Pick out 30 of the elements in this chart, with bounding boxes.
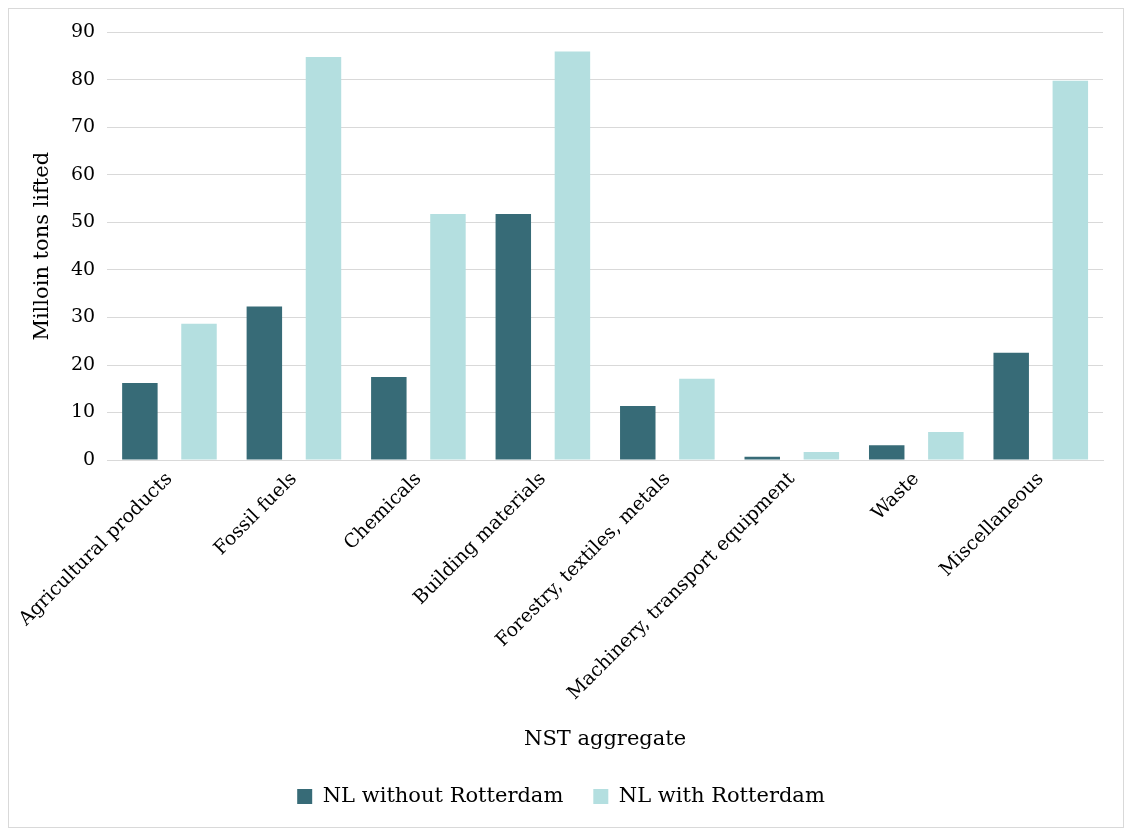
bar xyxy=(1052,80,1089,460)
legend-label: NL with Rotterdam xyxy=(618,782,825,807)
bar xyxy=(803,451,840,460)
bar xyxy=(993,352,1029,460)
y-tick-label: 50 xyxy=(71,209,96,232)
y-tick-label: 40 xyxy=(71,256,96,279)
bar xyxy=(371,376,407,460)
y-tick-label: 90 xyxy=(71,19,96,42)
bar xyxy=(928,432,964,460)
y-tick-label: 0 xyxy=(83,447,96,469)
bar xyxy=(430,213,466,460)
bar xyxy=(181,323,217,460)
bar xyxy=(868,445,905,460)
y-tick-label: 10 xyxy=(71,399,96,422)
y-tick-label: 70 xyxy=(71,114,96,137)
y-tick-label: 60 xyxy=(71,161,96,184)
bar xyxy=(246,306,283,460)
y-tick-label: 30 xyxy=(71,304,96,327)
bar xyxy=(495,213,532,460)
x-axis-title: NST aggregate xyxy=(524,725,687,750)
y-tick-label: 80 xyxy=(71,66,96,89)
bar xyxy=(679,378,715,460)
bar xyxy=(122,383,158,460)
bar xyxy=(305,57,342,460)
bar xyxy=(744,456,780,460)
legend-label: NL without Rotterdam xyxy=(322,782,564,807)
y-tick-label: 20 xyxy=(71,351,96,374)
bar xyxy=(620,405,656,460)
y-axis-title: Milloin tons lifted xyxy=(28,151,53,341)
bar xyxy=(554,51,591,460)
